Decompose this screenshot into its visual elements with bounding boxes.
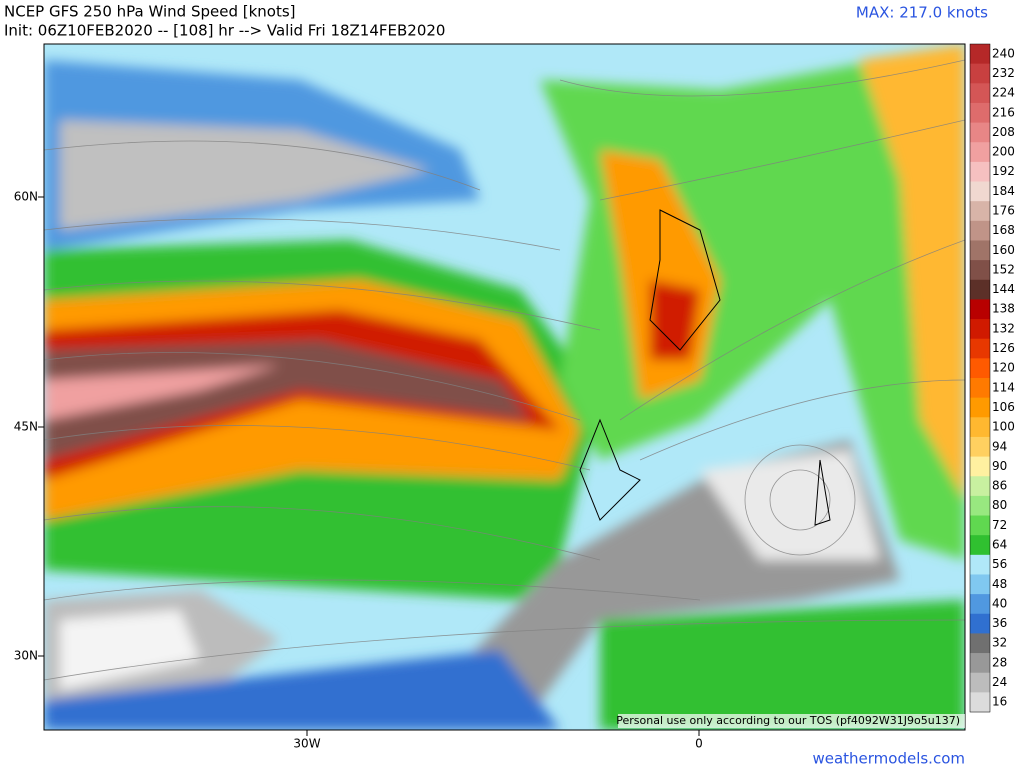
colorbar-label: 16	[992, 695, 1007, 709]
map	[44, 44, 965, 730]
colorbar-label: 40	[992, 596, 1007, 610]
colorbar-label: 114	[992, 380, 1015, 394]
colorbar-label: 200	[992, 145, 1015, 159]
lat-label: 30N	[14, 649, 38, 663]
colorbar-label: 126	[992, 341, 1015, 355]
colorbar-label: 32	[992, 636, 1007, 650]
colorbar-label: 138	[992, 302, 1015, 316]
colorbar-swatch	[970, 299, 990, 320]
colorbar-swatch	[970, 515, 990, 536]
colorbar-label: 28	[992, 655, 1007, 669]
colorbar-label: 192	[992, 164, 1015, 178]
colorbar-swatch	[970, 456, 990, 477]
colorbar-label: 64	[992, 538, 1007, 552]
colorbar-label: 132	[992, 321, 1015, 335]
lat-label: 60N	[14, 190, 38, 204]
colorbar-swatch	[970, 613, 990, 634]
colorbar-label: 232	[992, 66, 1015, 80]
colorbar-swatch	[970, 535, 990, 556]
colorbar-swatch	[970, 63, 990, 84]
lon-label: 0	[695, 737, 703, 751]
colorbar-label: 152	[992, 262, 1015, 276]
colorbar-label: 100	[992, 420, 1015, 434]
colorbar-swatch	[970, 142, 990, 163]
colorbar-swatch	[970, 181, 990, 202]
subtitle: Init: 06Z10FEB2020 -- [108] hr --> Valid…	[4, 22, 445, 40]
colorbar-label: 36	[992, 616, 1007, 630]
colorbar-label: 94	[992, 439, 1007, 453]
colorbar-swatch	[970, 358, 990, 379]
colorbar-swatch	[970, 653, 990, 674]
colorbar-label: 168	[992, 223, 1015, 237]
lon-label: 30W	[293, 737, 320, 751]
colorbar-label: 144	[992, 282, 1015, 296]
colorbar-swatch	[970, 102, 990, 124]
colorbar-label: 90	[992, 459, 1007, 473]
colorbar-swatch	[970, 672, 990, 693]
colorbar-label: 184	[992, 184, 1015, 198]
colorbar-label: 176	[992, 204, 1015, 218]
colorbar-swatch	[970, 397, 990, 418]
colorbar-swatch	[970, 417, 990, 438]
colorbar-swatch	[970, 240, 990, 261]
colorbar-swatch	[970, 633, 990, 654]
colorbar-label: 86	[992, 479, 1007, 493]
colorbar-swatch	[970, 692, 990, 713]
colorbar-swatch	[970, 554, 990, 575]
colorbar-swatch	[970, 476, 990, 497]
max-label: MAX: 217.0 knots	[856, 4, 988, 22]
colorbar-label: 48	[992, 577, 1007, 591]
colorbar-label: 72	[992, 518, 1007, 532]
title: NCEP GFS 250 hPa Wind Speed [knots]	[4, 3, 296, 21]
colorbar-swatch	[970, 574, 990, 595]
lat-label: 45N	[14, 420, 38, 434]
colorbar-label: 240	[992, 46, 1015, 60]
colorbar-swatch	[970, 279, 990, 300]
colorbar-label: 106	[992, 400, 1015, 414]
colorbar-swatch	[970, 201, 990, 222]
disclaimer-bg	[618, 714, 965, 728]
colorbar-swatch	[970, 378, 990, 399]
colorbar-swatch	[970, 83, 990, 104]
colorbar-frame	[969, 43, 991, 713]
colorbar-swatch	[970, 220, 990, 241]
colorbar-swatch	[970, 319, 990, 340]
colorbar-label: 120	[992, 361, 1015, 375]
colorbar-swatch	[970, 338, 990, 359]
colorbar-label: 224	[992, 86, 1015, 100]
colorbar-swatch	[970, 260, 990, 281]
colorbar-label: 160	[992, 243, 1015, 257]
colorbar-swatch	[970, 594, 990, 615]
colorbar-swatch	[970, 122, 990, 143]
colorbar-swatch	[970, 44, 990, 65]
colorbar-label: 56	[992, 557, 1007, 571]
colorbar-label: 216	[992, 105, 1015, 119]
colorbar-swatch	[970, 495, 990, 517]
disclaimer: Personal use only according to our TOS (…	[616, 714, 960, 727]
colorbar-label: 24	[992, 675, 1007, 689]
colorbar-label: 208	[992, 125, 1015, 139]
colorbar-swatch	[970, 436, 990, 458]
map-frame	[43, 43, 966, 731]
colorbar-swatch	[970, 161, 990, 183]
colorbar-label: 80	[992, 498, 1007, 512]
site-link[interactable]: weathermodels.com	[812, 750, 965, 768]
